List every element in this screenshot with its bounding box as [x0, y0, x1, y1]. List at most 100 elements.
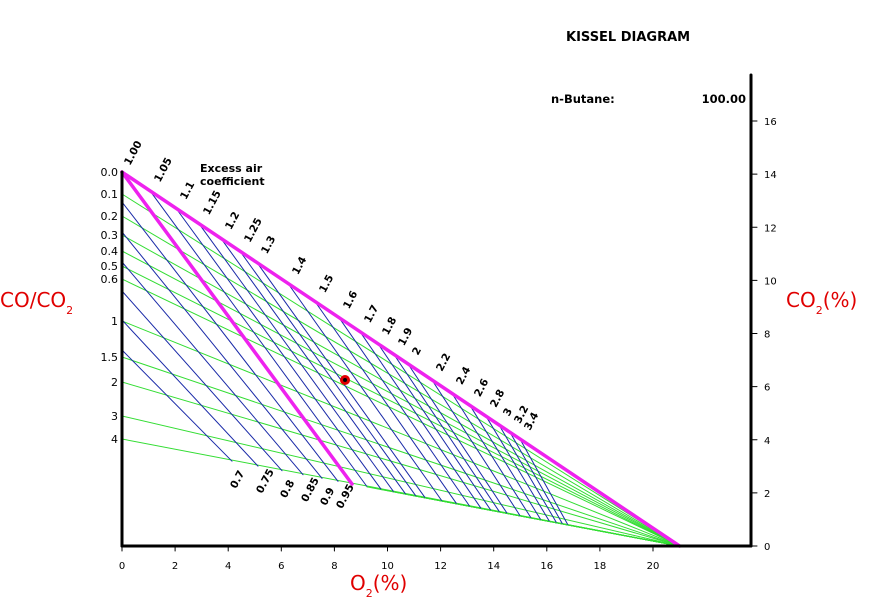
ratio-tick-label: 0.4	[101, 245, 119, 258]
lambda-line	[121, 349, 233, 462]
ratio-tick-label: 2	[111, 376, 118, 389]
y-tick-label: 16	[764, 117, 777, 128]
x-tick-label: 4	[225, 561, 231, 572]
left-axis-label: CO/CO2	[0, 288, 73, 317]
ratio-tick-label: 0.3	[101, 229, 119, 242]
ratio-line	[567, 524, 681, 547]
lambda-label: 0.8	[278, 478, 297, 500]
lambda-label: 1.3	[259, 234, 278, 256]
lambda-line	[121, 319, 259, 467]
caption-line2: coefficient	[200, 175, 265, 188]
y-tick-label: 8	[764, 330, 770, 341]
lambda-label: 1.15	[201, 189, 224, 218]
y-tick-label: 14	[764, 170, 777, 181]
lambda-label: 1.00	[122, 139, 145, 168]
ratio-line	[121, 320, 681, 547]
x-tick-label: 12	[434, 561, 447, 572]
lambda-label: 2.2	[434, 351, 453, 373]
ratio-tick-label: 0.1	[101, 188, 119, 201]
lambda-line	[498, 424, 558, 524]
lambda-line	[407, 363, 508, 514]
ratio-tick-label: 0.6	[101, 273, 119, 286]
ratio-line	[121, 356, 681, 547]
lambda-line	[175, 207, 382, 491]
lambda-line	[359, 331, 482, 510]
x-tick-label: 18	[594, 561, 607, 572]
ratio-tick-label: 1.5	[101, 351, 119, 364]
lambda-line	[338, 317, 471, 507]
x-tick-label: 20	[647, 561, 660, 572]
lambda-line	[121, 261, 304, 476]
lambda-line	[198, 223, 395, 493]
ratio-tick-label: 3	[111, 410, 118, 423]
lambda-label: 1.4	[290, 255, 309, 277]
lambda-line	[485, 415, 551, 523]
lambda-line	[393, 353, 501, 513]
fuel-label: n-Butane:	[551, 92, 615, 106]
lambda-label: 1.2	[223, 210, 242, 232]
y-tick-label: 0	[764, 542, 770, 553]
y-tick-label: 4	[764, 436, 770, 447]
bottom-axis-label: O2(%)	[350, 571, 407, 600]
lambda-line	[121, 231, 323, 479]
lambda-label: 1.05	[152, 156, 175, 185]
lambda-label: 1.9	[396, 326, 415, 348]
x-tick-label: 6	[278, 561, 284, 572]
lambda-line	[377, 343, 492, 511]
chart-title: KISSEL DIAGRAM	[566, 30, 690, 45]
ratio-line	[121, 215, 681, 547]
ratio-tick-label: 0.0	[101, 166, 119, 179]
y-tick-label: 10	[764, 276, 777, 287]
lambda-line	[314, 300, 458, 505]
lambda-label: 0.95	[334, 482, 357, 511]
ratio-line	[121, 250, 681, 547]
lambda-line	[149, 190, 368, 488]
lambda-line	[519, 438, 569, 526]
lambda-line	[469, 404, 542, 521]
ratio-line	[121, 193, 681, 547]
lambda-line	[451, 392, 532, 519]
lambda-label: 1.8	[380, 315, 399, 337]
lambda-label: 0.75	[254, 467, 277, 496]
operating-point-center	[343, 378, 348, 382]
caption-line1: Excess air	[200, 162, 263, 175]
ratio-tick-label: 4	[111, 433, 118, 446]
lambda-line	[431, 379, 521, 517]
lambda-label: 0.7	[228, 469, 247, 491]
lambda-line	[509, 431, 564, 525]
lambda-label: 1.1	[178, 180, 197, 202]
x-tick-label: 16	[540, 561, 553, 572]
lambda-label: 1.5	[317, 273, 336, 295]
lambda-line	[239, 250, 417, 497]
y-tick-label: 6	[764, 383, 770, 394]
axes: 0 2 4 6 8 10 12 14 16 18 2002468101214160.00.10.20…	[101, 73, 777, 572]
lambda-label: 1.25	[242, 216, 265, 245]
y-tick-label: 2	[764, 489, 770, 500]
lambda-one-line	[120, 170, 354, 486]
ratio-line	[121, 278, 681, 547]
lambda-label: 2	[410, 345, 424, 357]
fuel-value: 100.00	[702, 92, 746, 106]
lambda-line	[287, 282, 443, 502]
ratio-line	[121, 415, 681, 547]
x-tick-label: 8	[331, 561, 337, 572]
lambda-line	[121, 201, 339, 482]
diagram-lines	[120, 170, 682, 548]
stoichiometric-boundary-line	[120, 170, 682, 548]
lambda-label: 1.6	[341, 289, 360, 311]
lambda-line	[121, 290, 283, 472]
ratio-tick-label: 1	[111, 315, 118, 328]
x-tick-label: 2	[172, 561, 178, 572]
ratio-tick-label: 0.2	[101, 210, 119, 223]
lambda-label: 2.6	[472, 377, 491, 399]
ratio-tick-label: 0.5	[101, 260, 119, 273]
x-tick-label: 10	[381, 561, 394, 572]
y-tick-label: 12	[764, 223, 777, 234]
lambda-line	[220, 237, 407, 495]
lambda-label: 2.4	[454, 365, 473, 387]
x-tick-label: 0	[119, 561, 125, 572]
right-axis-label: CO2(%)	[786, 288, 857, 317]
x-tick-label: 14	[487, 561, 500, 572]
lambda-label: 1.7	[362, 303, 381, 325]
